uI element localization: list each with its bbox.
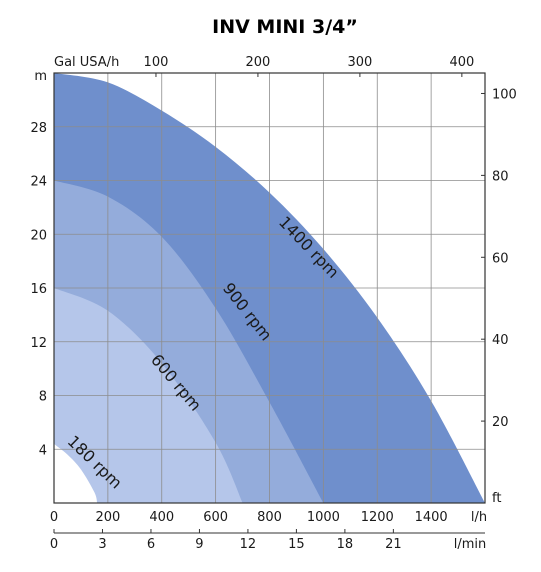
xtop-axis-unit: Gal USA/h [54,55,119,70]
xtop-tick-label: 300 [347,55,372,70]
x2-tick-label: 3 [98,537,106,552]
yright-tick-label: 100 [492,87,517,102]
x-tick-label: 200 [95,510,120,525]
x2-tick-label: 6 [147,537,155,552]
y-tick-label: 16 [30,282,47,297]
x-tick-label: 1000 [307,510,340,525]
x2-tick-label: 21 [385,537,402,552]
y-tick-label: 8 [39,390,47,405]
x-tick-label: 1400 [415,510,448,525]
grid-lines [54,73,485,503]
x2-axis-unit: l/min [454,537,487,552]
x-axis-unit: l/h [471,510,487,525]
x2-tick-label: 18 [337,537,354,552]
x-tick-label: 0 [50,510,58,525]
x2-tick-label: 9 [195,537,203,552]
y-tick-label: 12 [30,336,47,351]
x-tick-label: 400 [149,510,174,525]
xtop-tick-label: 100 [144,55,169,70]
y-axis-unit: m [34,69,47,84]
yright-axis-unit: ft [492,491,501,506]
chart-title: INV MINI 3/4” [212,16,358,38]
y-tick-label: 20 [30,228,47,243]
x2-tick-label: 15 [288,537,305,552]
x2-tick-label: 12 [240,537,257,552]
xtop-tick-label: 200 [246,55,271,70]
axes: 0 200 400 600 800 1000 1200 1400 l/h 0 3 6 9 12 15 18 21… [30,55,516,552]
x2-tick-label: 0 [50,537,58,552]
plot-frame [53,72,486,504]
yright-tick-label: 60 [492,251,509,266]
y-tick-label: 28 [30,121,47,136]
y-tick-label: 24 [30,175,47,190]
x-tick-label: 600 [203,510,228,525]
yright-tick-label: 80 [492,169,509,184]
xtop-tick-label: 400 [449,55,474,70]
x-tick-label: 1200 [361,510,394,525]
area-180-rpm [54,443,98,503]
yright-tick-label: 20 [492,415,509,430]
x-tick-label: 800 [257,510,282,525]
y-tick-label: 4 [39,443,47,458]
yright-tick-label: 40 [492,333,509,348]
